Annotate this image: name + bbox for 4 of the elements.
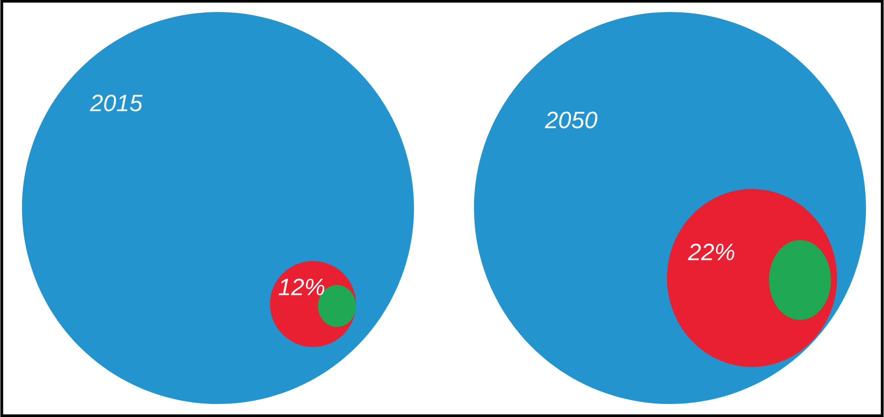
data-label: 12% — [278, 278, 324, 296]
data-label: 22% — [688, 244, 734, 260]
text: 2050 — [544, 112, 598, 128]
text: 2015 — [90, 94, 143, 112]
